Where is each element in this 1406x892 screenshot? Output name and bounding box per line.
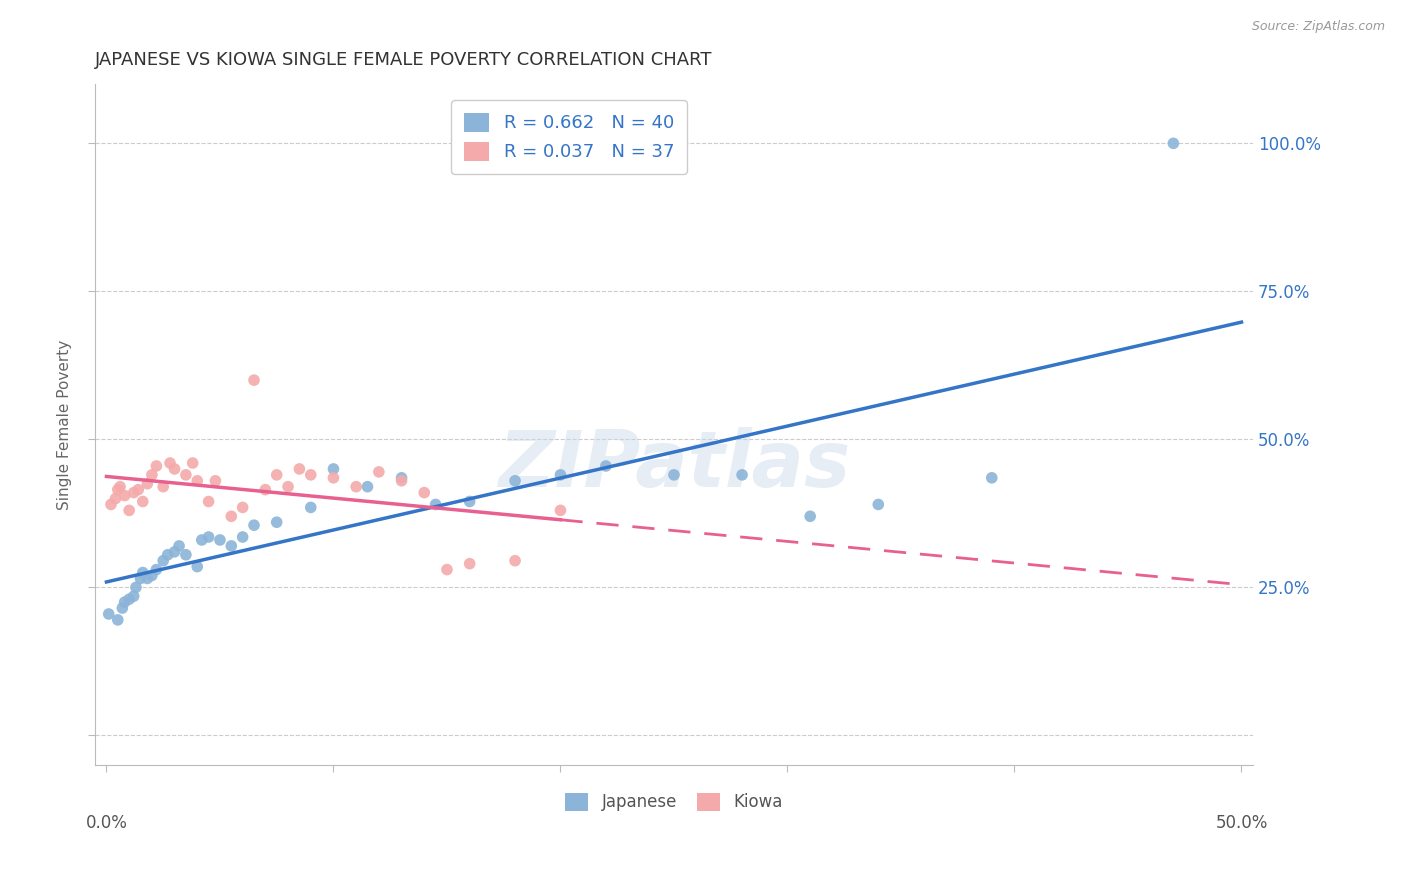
Point — [167, 539, 190, 553]
Point — [595, 458, 617, 473]
Point — [356, 480, 378, 494]
Point — [156, 548, 179, 562]
Point — [114, 595, 136, 609]
Point — [111, 601, 134, 615]
Point — [186, 559, 208, 574]
Point — [243, 373, 266, 387]
Point — [141, 467, 163, 482]
Y-axis label: Single Female Poverty: Single Female Poverty — [58, 340, 72, 509]
Point — [277, 480, 299, 494]
Point — [191, 533, 214, 547]
Point — [118, 503, 141, 517]
Point — [731, 467, 754, 482]
Point — [174, 467, 197, 482]
Point — [127, 483, 149, 497]
Point — [145, 563, 167, 577]
Point — [163, 462, 186, 476]
Point — [266, 515, 288, 529]
Point — [344, 480, 367, 494]
Point — [232, 530, 254, 544]
Point — [436, 563, 458, 577]
Point — [243, 518, 266, 533]
Point — [550, 503, 572, 517]
Point — [122, 485, 145, 500]
Point — [391, 474, 413, 488]
Point — [413, 485, 436, 500]
Point — [122, 589, 145, 603]
Point — [799, 509, 821, 524]
Point — [197, 530, 219, 544]
Point — [104, 491, 127, 506]
Point — [221, 539, 243, 553]
Point — [288, 462, 311, 476]
Text: 50.0%: 50.0% — [1215, 814, 1268, 832]
Point — [136, 571, 159, 585]
Text: Source: ZipAtlas.com: Source: ZipAtlas.com — [1251, 20, 1385, 33]
Text: ZIPatlas: ZIPatlas — [498, 427, 851, 503]
Point — [152, 480, 174, 494]
Point — [136, 476, 159, 491]
Point — [108, 480, 131, 494]
Point — [97, 607, 120, 621]
Point — [132, 494, 155, 508]
Point — [221, 509, 243, 524]
Point — [100, 498, 122, 512]
Point — [159, 456, 181, 470]
Point — [1163, 136, 1185, 151]
Point — [163, 545, 186, 559]
Legend: Japanese, Kiowa: Japanese, Kiowa — [558, 786, 790, 818]
Point — [391, 471, 413, 485]
Point — [129, 571, 152, 585]
Point — [152, 554, 174, 568]
Point — [458, 494, 481, 508]
Point — [254, 483, 277, 497]
Text: JAPANESE VS KIOWA SINGLE FEMALE POVERTY CORRELATION CHART: JAPANESE VS KIOWA SINGLE FEMALE POVERTY … — [96, 51, 713, 69]
Point — [118, 592, 141, 607]
Point — [125, 580, 148, 594]
Point — [299, 500, 322, 515]
Point — [174, 548, 197, 562]
Point — [141, 568, 163, 582]
Point — [503, 554, 526, 568]
Point — [299, 467, 322, 482]
Point — [266, 467, 288, 482]
Point — [503, 474, 526, 488]
Point — [458, 557, 481, 571]
Point — [367, 465, 389, 479]
Point — [107, 613, 129, 627]
Point — [662, 467, 685, 482]
Point — [114, 489, 136, 503]
Point — [181, 456, 204, 470]
Point — [145, 458, 167, 473]
Point — [322, 462, 344, 476]
Point — [208, 533, 231, 547]
Point — [107, 483, 129, 497]
Text: 0.0%: 0.0% — [86, 814, 128, 832]
Point — [132, 566, 155, 580]
Point — [232, 500, 254, 515]
Point — [980, 471, 1002, 485]
Point — [550, 467, 572, 482]
Point — [186, 474, 208, 488]
Point — [425, 498, 447, 512]
Point — [197, 494, 219, 508]
Point — [322, 471, 344, 485]
Point — [868, 498, 890, 512]
Point — [204, 474, 226, 488]
